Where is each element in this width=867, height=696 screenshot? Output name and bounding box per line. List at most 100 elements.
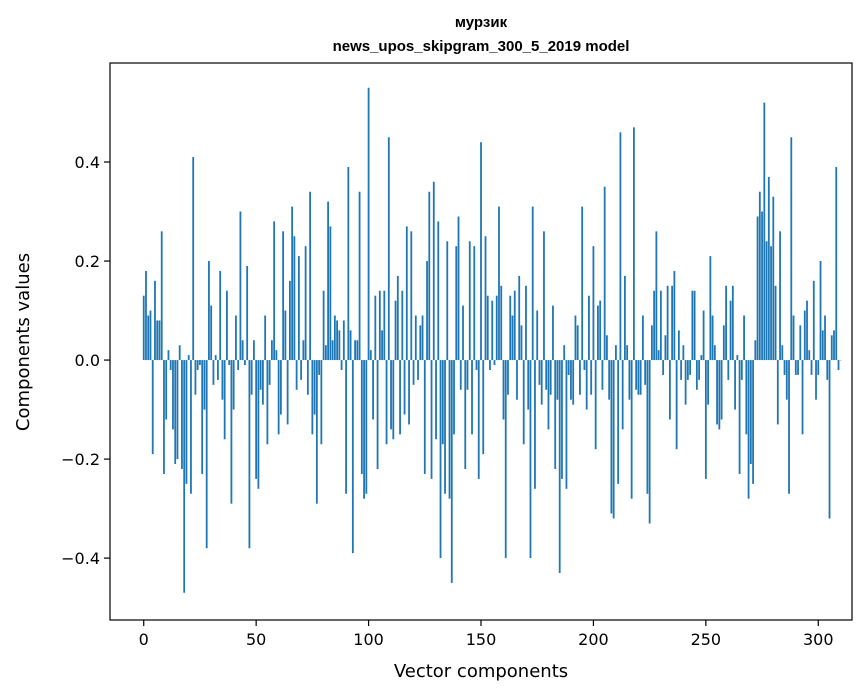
bar-12 xyxy=(169,360,172,370)
bar-239 xyxy=(680,360,683,380)
bar-119 xyxy=(410,231,413,361)
bar-271 xyxy=(752,360,754,484)
bar-109 xyxy=(387,137,390,361)
bar-226 xyxy=(650,325,653,361)
bar-129 xyxy=(432,181,435,361)
bar-49 xyxy=(253,340,255,361)
bar-181 xyxy=(549,360,552,395)
bar-83 xyxy=(329,226,332,361)
bar-61 xyxy=(279,360,282,415)
bar-304 xyxy=(826,360,829,380)
bar-300 xyxy=(817,360,820,375)
bar-152 xyxy=(484,236,487,361)
bar-204 xyxy=(601,360,604,390)
bar-1 xyxy=(145,270,147,361)
bar-188 xyxy=(565,360,568,489)
bar-34 xyxy=(219,270,222,361)
bar-70 xyxy=(300,360,303,380)
bar-273 xyxy=(756,216,759,361)
bar-292 xyxy=(799,325,802,361)
bar-16 xyxy=(178,345,181,361)
bar-101 xyxy=(369,350,372,361)
bar-243 xyxy=(689,360,692,375)
bar-82 xyxy=(327,201,329,361)
bar-78 xyxy=(318,360,321,375)
bar-50 xyxy=(255,360,258,479)
bar-307 xyxy=(833,330,835,361)
bar-227 xyxy=(653,290,656,361)
bar-264 xyxy=(736,355,739,361)
bar-164 xyxy=(511,315,514,361)
y-tick-label: −0.2 xyxy=(61,450,100,469)
bar-266 xyxy=(740,360,743,380)
bar-102 xyxy=(372,360,374,420)
bar-40 xyxy=(232,360,235,410)
y-tick-label: 0.4 xyxy=(75,153,100,172)
bar-231 xyxy=(662,360,665,375)
bar-100 xyxy=(367,87,370,361)
bar-168 xyxy=(520,325,523,361)
bar-37 xyxy=(226,290,228,361)
chart-title-line-2: news_upos_skipgram_300_5_2019 model xyxy=(333,38,630,55)
bar-242 xyxy=(686,360,689,380)
bar-216 xyxy=(628,360,631,400)
bar-270 xyxy=(749,360,752,465)
bar-217 xyxy=(630,360,633,499)
bar-5 xyxy=(154,280,156,361)
bar-288 xyxy=(790,137,793,361)
bar-42 xyxy=(237,360,240,370)
bars-group xyxy=(142,87,842,593)
bar-186 xyxy=(561,360,563,479)
y-tick-label: 0.2 xyxy=(75,252,100,271)
bar-97 xyxy=(360,360,363,474)
bar-277 xyxy=(765,241,768,361)
bar-98 xyxy=(363,360,365,499)
bar-219 xyxy=(635,360,638,390)
bar-246 xyxy=(695,360,698,390)
bar-86 xyxy=(336,320,338,361)
y-axis-ticks: −0.4 −0.2 0.0 0.2 0.4 xyxy=(61,153,110,568)
bar-147 xyxy=(473,246,476,361)
bar-11 xyxy=(167,350,170,361)
bar-117 xyxy=(405,226,408,361)
bar-115 xyxy=(401,290,404,361)
bar-35 xyxy=(221,360,224,400)
bar-28 xyxy=(205,360,208,549)
bar-79 xyxy=(320,360,323,445)
bar-252 xyxy=(709,256,712,361)
bar-134 xyxy=(444,360,446,494)
bar-299 xyxy=(815,360,817,400)
bar-261 xyxy=(729,300,732,361)
bar-121 xyxy=(414,315,417,361)
bar-211 xyxy=(617,360,620,484)
bar-88 xyxy=(340,360,343,370)
bar-139 xyxy=(455,246,458,361)
bar-200 xyxy=(592,246,595,361)
bar-3 xyxy=(149,310,152,361)
bar-179 xyxy=(545,360,548,390)
bar-58 xyxy=(273,221,276,361)
bar-155 xyxy=(491,300,494,361)
bar-199 xyxy=(590,360,593,395)
bar-66 xyxy=(291,206,294,361)
bar-60 xyxy=(277,360,280,435)
bar-26 xyxy=(201,360,204,474)
bar-301 xyxy=(819,261,822,361)
bar-51 xyxy=(257,360,260,489)
bar-148 xyxy=(475,360,478,370)
bar-224 xyxy=(646,360,649,494)
bar-290 xyxy=(794,360,797,375)
bar-289 xyxy=(792,315,795,361)
bar-221 xyxy=(639,360,642,395)
bar-285 xyxy=(783,360,786,375)
bar-103 xyxy=(374,295,377,361)
bar-47 xyxy=(248,360,251,549)
bar-286 xyxy=(785,360,788,400)
bar-183 xyxy=(554,360,557,469)
bar-214 xyxy=(624,275,626,361)
bar-240 xyxy=(682,345,685,361)
bar-306 xyxy=(830,335,833,361)
bar-189 xyxy=(567,360,570,375)
bar-118 xyxy=(408,360,410,425)
bar-156 xyxy=(493,360,496,366)
